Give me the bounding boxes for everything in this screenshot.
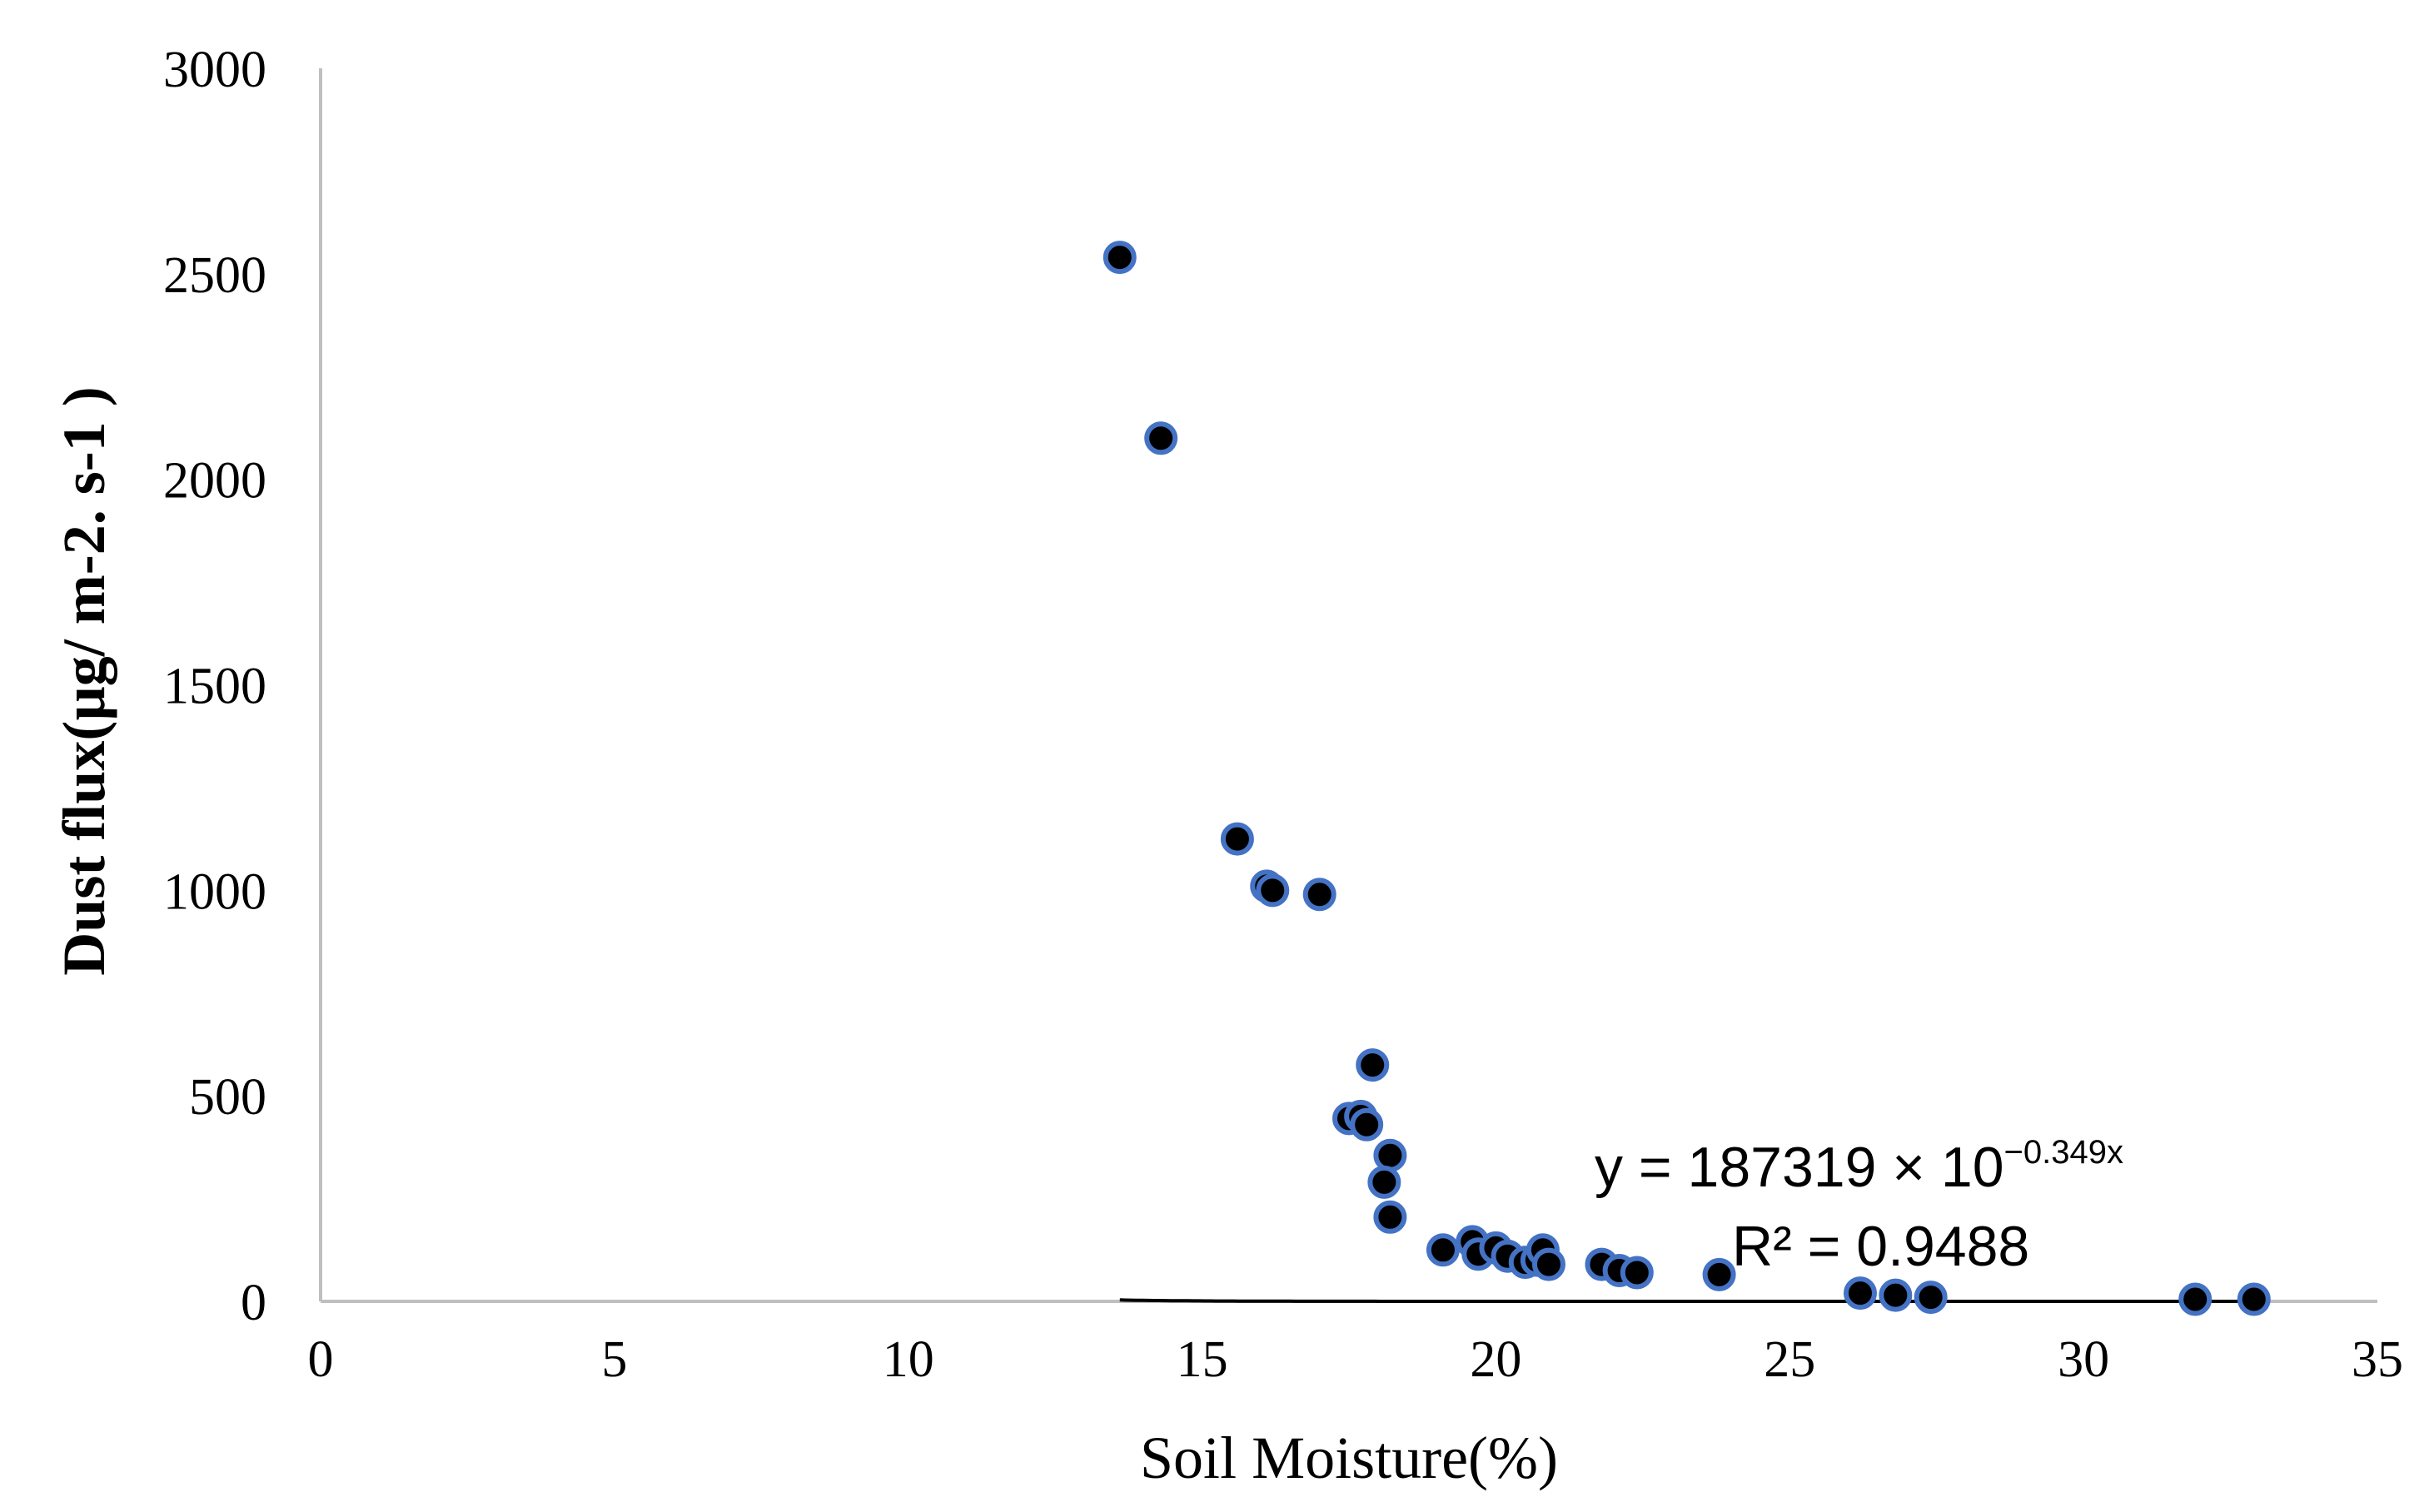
data-point xyxy=(1220,822,1254,856)
y-tick-label: 500 xyxy=(189,1069,266,1126)
r-squared-label: R² = 0.9488 xyxy=(1732,1215,2029,1278)
data-points xyxy=(1103,241,2271,1316)
trendline xyxy=(1119,1298,2254,1303)
data-point xyxy=(1879,1278,1913,1312)
x-tick-labels: 0 5 10 15 20 25 30 35 xyxy=(308,1331,2404,1388)
data-point xyxy=(1103,241,1137,275)
data-point xyxy=(2178,1282,2212,1316)
data-point xyxy=(1256,873,1290,908)
y-tick-label: 1000 xyxy=(163,863,266,920)
y-tick-label: 1500 xyxy=(163,659,266,715)
x-tick-label: 20 xyxy=(1470,1331,1521,1388)
data-point xyxy=(1531,1247,1565,1281)
x-axis-title: Soil Moisture(%) xyxy=(1140,1425,1558,1491)
data-point xyxy=(1620,1256,1654,1290)
trendline-equation: y = 187319 × 10−0.349x xyxy=(1595,1134,2123,1199)
x-tick-label: 0 xyxy=(308,1331,334,1388)
data-point xyxy=(1356,1048,1390,1082)
x-tick-label: 15 xyxy=(1177,1331,1228,1388)
x-tick-label: 30 xyxy=(2058,1331,2109,1388)
data-point xyxy=(1144,421,1178,455)
data-point xyxy=(1302,878,1336,912)
data-point xyxy=(1373,1200,1407,1234)
equation-exponent: −0.349x xyxy=(2004,1134,2123,1171)
x-tick-label: 10 xyxy=(883,1331,934,1388)
x-tick-label: 5 xyxy=(601,1331,627,1388)
data-point xyxy=(1426,1233,1460,1267)
data-point xyxy=(1914,1281,1948,1315)
x-tick-label: 25 xyxy=(1764,1331,1815,1388)
data-point xyxy=(1350,1107,1384,1141)
equation-base: y = 187319 × 10 xyxy=(1595,1136,2004,1199)
data-point xyxy=(1373,1138,1407,1172)
data-point xyxy=(1843,1276,1877,1311)
y-tick-label: 2500 xyxy=(163,247,266,304)
y-axis-title: Dust flux(µg/ m-2. s-1 ) xyxy=(51,386,117,975)
data-point xyxy=(1702,1257,1736,1291)
data-point xyxy=(1367,1165,1401,1199)
data-point xyxy=(2237,1282,2271,1316)
y-tick-label: 0 xyxy=(241,1275,266,1331)
y-tick-label: 2000 xyxy=(163,453,266,510)
y-tick-label: 3000 xyxy=(163,42,266,98)
x-tick-label: 35 xyxy=(2352,1331,2403,1388)
y-tick-labels: 0 500 1000 1500 2000 2500 3000 xyxy=(163,42,266,1331)
